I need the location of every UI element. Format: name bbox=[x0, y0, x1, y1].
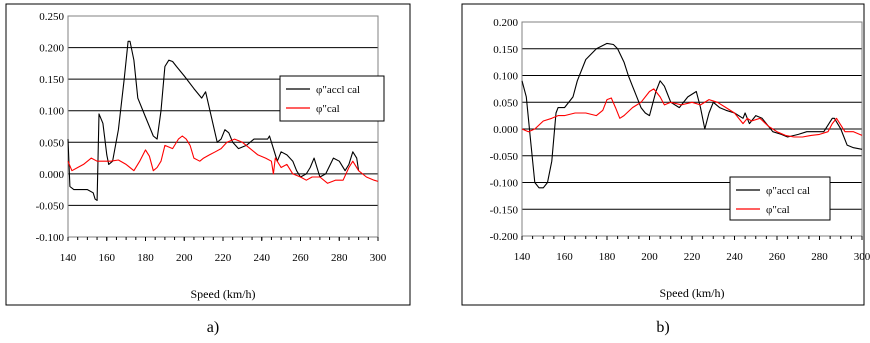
panel-a-caption: a) bbox=[207, 319, 219, 336]
panel-b-y-tick-label: -0.150 bbox=[490, 204, 519, 216]
panel-b-y-tick-label: 0.150 bbox=[493, 44, 518, 56]
panel-b-x-tick-label: 160 bbox=[556, 251, 573, 263]
panel-b-series-cal-line bbox=[521, 88, 863, 138]
panel-a-legend-label: φ"cal bbox=[316, 103, 340, 115]
panel-a-x-tick-label: 240 bbox=[254, 252, 271, 264]
panel-b-y-tick-label: 0.100 bbox=[493, 71, 518, 83]
panel-b-y-tick-label: 0.000 bbox=[493, 124, 518, 136]
panel-b-x-tick-label: 260 bbox=[769, 251, 786, 263]
panel-b-x-tick-label: 280 bbox=[811, 251, 828, 263]
panel-a-y-tick-label: 0.000 bbox=[39, 169, 64, 181]
panel-a-x-tick-label: 280 bbox=[331, 252, 348, 264]
panel-a-frame bbox=[5, 3, 411, 306]
panel-a-y-tick-label: 0.050 bbox=[39, 137, 64, 149]
panel-b-legend-label: φ"accl cal bbox=[766, 185, 810, 197]
panel-a-y-tick-label: 0.100 bbox=[39, 106, 64, 118]
panel-a-legend-box bbox=[279, 75, 385, 122]
panel-a-x-tick-label: 260 bbox=[292, 252, 309, 264]
panel-b-y-tick-label: 0.050 bbox=[493, 97, 518, 109]
panel-a-x-tick-label: 220 bbox=[215, 252, 232, 264]
panel-a-x-tick-label: 200 bbox=[176, 252, 193, 264]
panel-a-y-tick-label: 0.250 bbox=[39, 11, 64, 23]
panel-b-series-accl-cal-line bbox=[521, 42, 863, 189]
panel-b-legend: φ"accl cal φ"cal bbox=[729, 176, 831, 221]
panel-a-y-tick-label: 0.150 bbox=[39, 74, 64, 86]
panel-a-x-tick-label: 140 bbox=[60, 252, 77, 264]
panel-b-y-tick-label: -0.200 bbox=[490, 231, 519, 243]
panel-b-y-tick-label: -0.100 bbox=[490, 178, 519, 190]
panel-b-x-tick-label: 220 bbox=[684, 251, 701, 263]
panel-b-caption: b) bbox=[656, 319, 669, 336]
panel-a-plot-area bbox=[67, 15, 379, 238]
panel-a-y-tick-label: -0.100 bbox=[36, 232, 65, 244]
panel-b-y-tick-label: -0.050 bbox=[490, 151, 519, 163]
panel-b-legend-label: φ"cal bbox=[766, 204, 790, 216]
panel-b-plot: -0.200 -0.150 -0.100 -0.050 0.000 0.050 0.100 0… bbox=[490, 17, 870, 300]
panel-a-series-cal-line bbox=[67, 135, 379, 184]
panel-b-frame bbox=[461, 3, 865, 306]
panel-a-x-tick-label: 300 bbox=[370, 252, 387, 264]
panel-b-x-tick-label: 240 bbox=[726, 251, 743, 263]
panel-a-y-tick-label: -0.050 bbox=[36, 200, 65, 212]
panel-a-legend: φ"accl cal φ"cal bbox=[279, 75, 385, 122]
panel-b-x-tick-label: 300 bbox=[854, 251, 870, 263]
panel-b-y-tick-label: 0.200 bbox=[493, 17, 518, 29]
panel-a-series-accl-cal-line bbox=[67, 40, 360, 201]
panel-b-x-tick-label: 140 bbox=[514, 251, 531, 263]
panel-a-plot: -0.100 -0.050 0.000 0.050 0.100 0.150 0.200 0.2… bbox=[36, 11, 387, 301]
panel-a-x-tick-label: 180 bbox=[137, 252, 154, 264]
panel-b-x-axis-label: Speed (km/h) bbox=[660, 286, 725, 300]
panel-a-x-axis-label: Speed (km/h) bbox=[191, 287, 256, 301]
panel-a: -0.100 -0.050 0.000 0.050 0.100 0.150 0.200 0.2… bbox=[5, 3, 411, 336]
panel-b: -0.200 -0.150 -0.100 -0.050 0.000 0.050 0.100 0… bbox=[461, 3, 870, 336]
panel-a-x-tick-label: 160 bbox=[99, 252, 116, 264]
panel-b-x-tick-label: 180 bbox=[599, 251, 616, 263]
panel-a-y-tick-label: 0.200 bbox=[39, 43, 64, 55]
panel-b-legend-box bbox=[729, 176, 831, 221]
panel-b-x-tick-label: 200 bbox=[641, 251, 658, 263]
panel-a-legend-label: φ"accl cal bbox=[316, 84, 360, 96]
